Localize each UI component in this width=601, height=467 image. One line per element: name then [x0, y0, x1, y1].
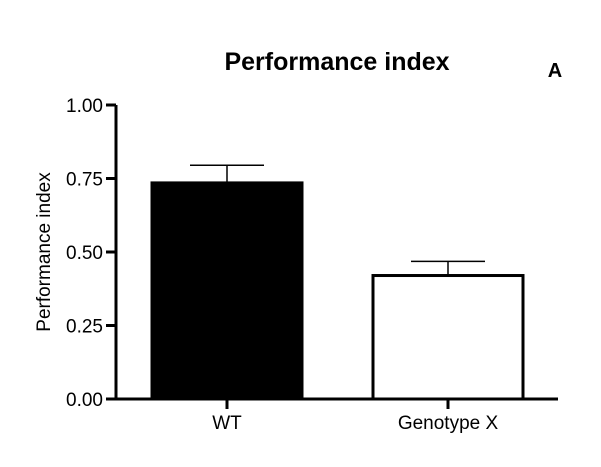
chart-title: Performance index — [224, 48, 449, 76]
y-tick-label: 0.75 — [66, 170, 103, 191]
y-tick-label: 0.50 — [66, 243, 103, 264]
y-tick-label: 1.00 — [66, 96, 103, 117]
x-tick-label: WT — [212, 413, 242, 434]
y-tick-label: 0.00 — [66, 390, 103, 411]
bar — [150, 181, 304, 401]
bar — [371, 274, 525, 401]
x-tick-label: Genotype X — [398, 413, 499, 434]
y-axis-label: Performance index — [34, 172, 55, 332]
y-tick-label: 0.25 — [66, 317, 103, 338]
panel-label: A — [548, 60, 562, 82]
plot-area: 0.00 0.25 0.50 0.75 1.00 WT Genotype X — [66, 96, 558, 434]
